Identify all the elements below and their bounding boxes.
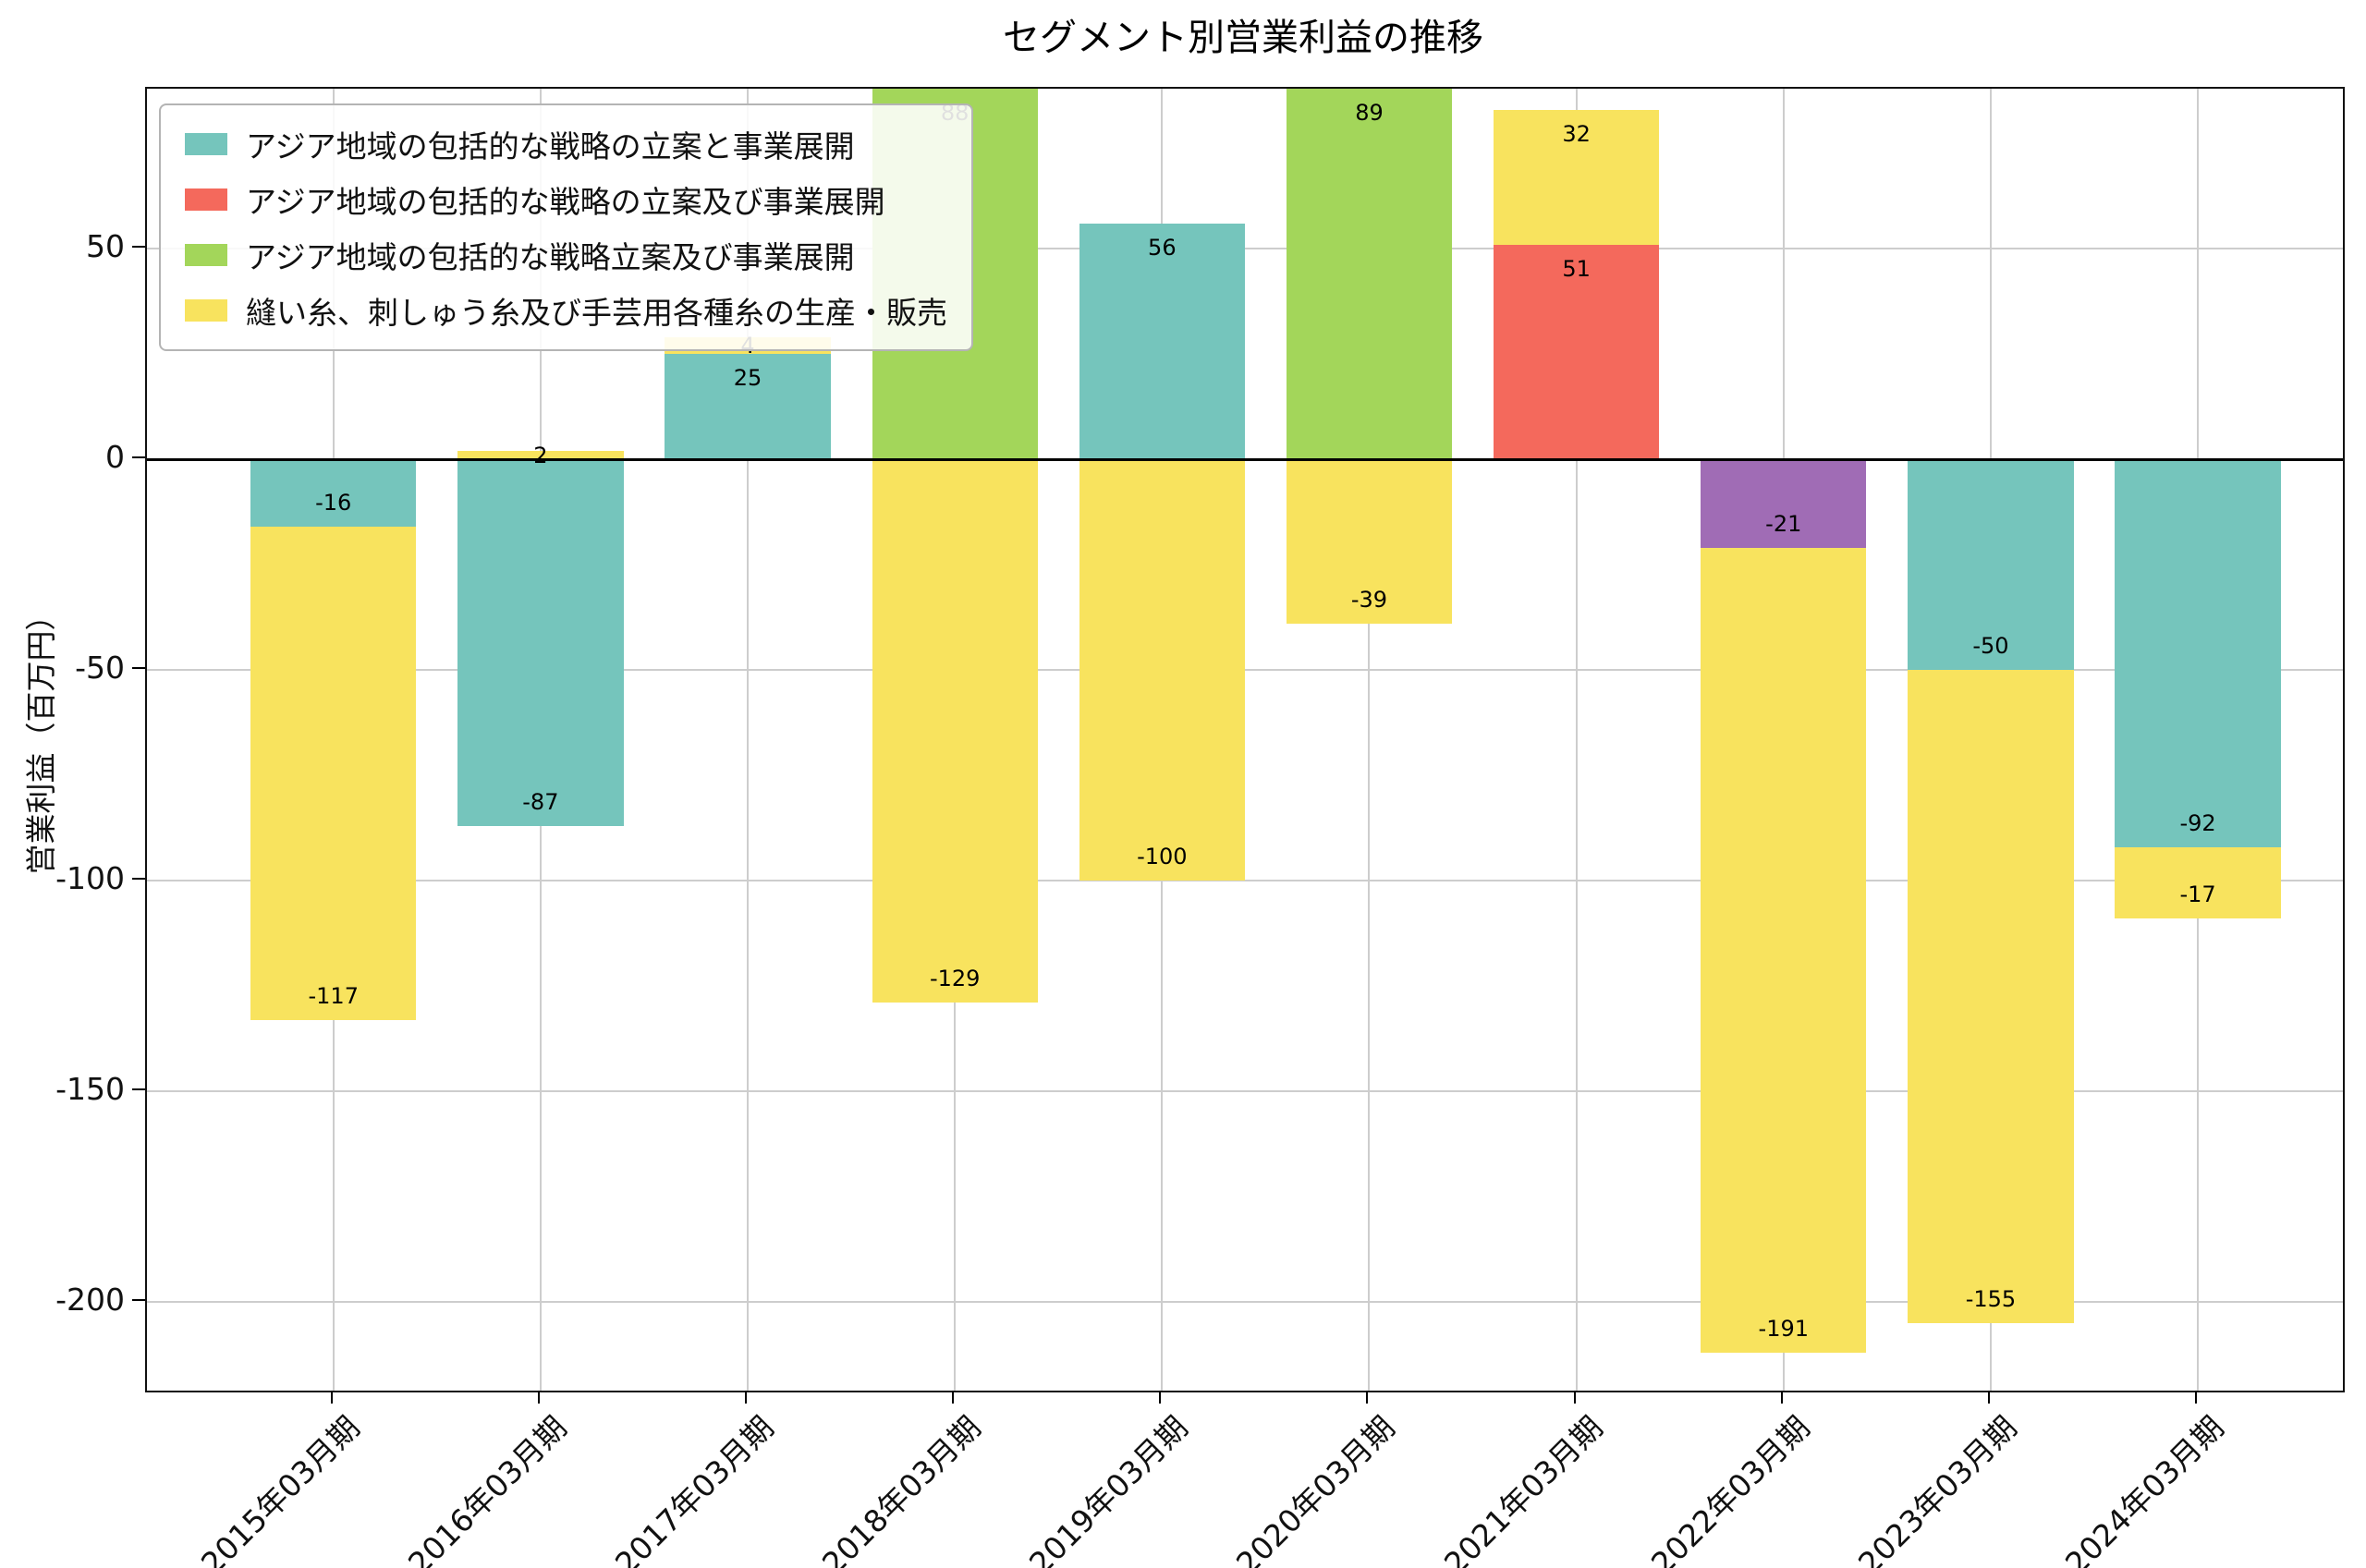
y-tick-mark <box>132 1299 145 1302</box>
bar-value-label: 32 <box>1562 120 1591 147</box>
bar-segment <box>2115 846 2281 919</box>
bar-value-label: -87 <box>522 788 559 815</box>
zero-line <box>147 457 2343 461</box>
bar-value-label: -92 <box>2179 809 2216 836</box>
gridline-vertical <box>747 89 750 1391</box>
green-series-legend-swatch <box>185 244 227 266</box>
bar-segment <box>1493 244 1660 460</box>
bar-segment <box>1079 223 1245 460</box>
bar-value-label: -21 <box>1765 511 1802 538</box>
legend-row: アジア地域の包括的な戦略の立案及び事業展開 <box>185 177 947 222</box>
x-tick-mark <box>330 1391 333 1404</box>
y-tick-label: -50 <box>75 650 125 687</box>
bar-value-label: 2 <box>533 442 548 468</box>
legend-row: アジア地域の包括的な戦略の立案と事業展開 <box>185 122 947 166</box>
x-tick-label: 2023年03月期 <box>1850 1409 2024 1568</box>
x-tick-mark <box>745 1391 748 1404</box>
gridline-horizontal <box>147 880 2343 882</box>
bar-value-label: -17 <box>2179 881 2216 908</box>
gridline-vertical <box>1575 89 1578 1391</box>
x-tick-mark <box>1366 1391 1369 1404</box>
x-tick-label: 2019年03月期 <box>1022 1409 1195 1568</box>
bar-segment <box>457 459 624 826</box>
x-tick-mark <box>2195 1391 2198 1404</box>
gridline-vertical <box>1368 89 1371 1391</box>
gridline-horizontal <box>147 669 2343 672</box>
bar-value-label: 25 <box>733 365 762 392</box>
x-tick-label: 2016年03月期 <box>400 1409 574 1568</box>
bar-value-label: -100 <box>1137 844 1188 870</box>
bar-segment <box>457 451 624 460</box>
plot-area: -16-1172-8725488-12956-10089-395132-21-1… <box>145 87 2345 1392</box>
x-tick-mark <box>952 1391 955 1404</box>
bar-segment <box>1908 459 2074 671</box>
legend: アジア地域の包括的な戦略の立案と事業展開 アジア地域の包括的な戦略の立案及び事業展… <box>159 103 973 351</box>
bar-segment <box>250 459 417 528</box>
y-axis-label: 営業利益（百万円） <box>23 600 59 875</box>
bar-segment <box>1701 459 1867 549</box>
y-tick-mark <box>132 246 145 249</box>
x-tick-label: 2022年03月期 <box>1643 1409 1817 1568</box>
bar-segment <box>2115 459 2281 847</box>
bar-value-label: 56 <box>1148 234 1177 261</box>
red-series-legend-swatch <box>185 188 227 211</box>
yellow-series-legend-swatch <box>185 299 227 322</box>
bar-segment <box>872 459 1038 1003</box>
gridline-horizontal <box>147 1301 2343 1304</box>
y-tick-label: 50 <box>86 228 125 265</box>
legend-label: アジア地域の包括的な戦略の立案及び事業展開 <box>246 184 885 220</box>
legend-row: アジア地域の包括的な戦略立案及び事業展開 <box>185 233 947 277</box>
x-tick-mark <box>1780 1391 1783 1404</box>
bar-value-label: -117 <box>308 982 359 1009</box>
x-tick-label: 2015年03月期 <box>193 1409 367 1568</box>
x-tick-mark <box>1573 1391 1576 1404</box>
bar-segment <box>1701 548 1867 1353</box>
x-tick-label: 2018年03月期 <box>815 1409 988 1568</box>
legend-row: 縫い糸、刺しゅう糸及び手芸用各種糸の生産・販売 <box>185 288 947 333</box>
x-tick-label: 2024年03月期 <box>2058 1409 2231 1568</box>
bar-segment <box>1908 670 2074 1324</box>
bar-segment <box>250 527 417 1020</box>
x-tick-label: 2021年03月期 <box>1436 1409 1610 1568</box>
bar-value-label: -191 <box>1758 1315 1810 1342</box>
y-tick-label: -200 <box>55 1282 125 1319</box>
x-tick-mark <box>1987 1391 1990 1404</box>
legend-label: アジア地域の包括的な戦略の立案と事業展開 <box>246 128 855 164</box>
legend-label: アジア地域の包括的な戦略立案及び事業展開 <box>246 239 855 275</box>
y-tick-label: -150 <box>55 1071 125 1108</box>
bar-value-label: -129 <box>929 966 981 992</box>
gridline-horizontal <box>147 248 2343 250</box>
bar-value-label: -155 <box>1965 1286 2017 1313</box>
bar-value-label: 89 <box>1355 100 1384 126</box>
y-tick-label: -100 <box>55 860 125 897</box>
bar-value-label: -16 <box>315 490 352 517</box>
bar-segment <box>1079 459 1245 881</box>
y-tick-label: 0 <box>105 439 125 476</box>
bar-value-label: -50 <box>1972 633 2009 660</box>
gridline-horizontal <box>147 1090 2343 1093</box>
bar-segment <box>1493 109 1660 245</box>
x-tick-label: 2017年03月期 <box>607 1409 781 1568</box>
chart-title: セグメント別営業利益の推移 <box>1003 17 1483 59</box>
teal-series-legend-swatch <box>185 133 227 155</box>
x-tick-label: 2020年03月期 <box>1229 1409 1403 1568</box>
x-tick-mark <box>1159 1391 1162 1404</box>
bar-value-label: -39 <box>1350 587 1388 614</box>
bar-segment <box>665 354 831 460</box>
legend-label: 縫い糸、刺しゅう糸及び手芸用各種糸の生産・販売 <box>246 295 947 331</box>
y-tick-mark <box>132 1088 145 1091</box>
y-tick-mark <box>132 456 145 459</box>
y-tick-mark <box>132 878 145 881</box>
bar-segment <box>1286 89 1453 460</box>
x-tick-mark <box>537 1391 540 1404</box>
bar-value-label: 51 <box>1562 255 1591 282</box>
bar-segment <box>1286 459 1453 625</box>
y-tick-mark <box>132 667 145 670</box>
